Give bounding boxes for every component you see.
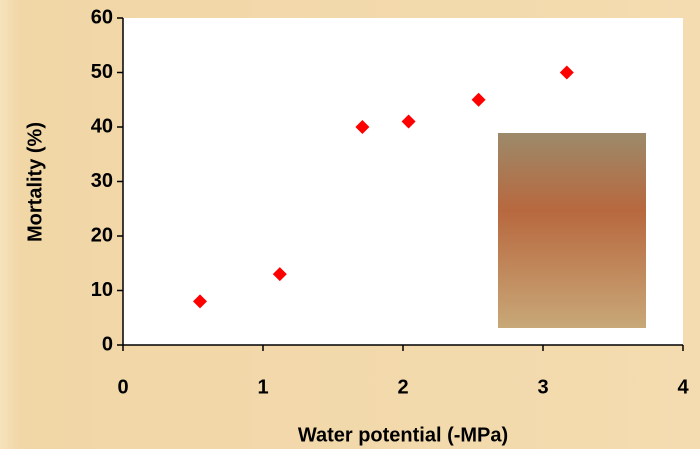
chart: Water potential (-MPa) Mortality (%) 010… bbox=[0, 0, 700, 449]
photo-inset bbox=[498, 133, 646, 328]
y-tick-label: 0 bbox=[102, 333, 113, 355]
x-tick-label: 3 bbox=[537, 376, 548, 398]
y-tick-label: 60 bbox=[91, 6, 113, 28]
page: {"chart_data": {"type": "scatter", "x_la… bbox=[0, 0, 700, 449]
x-tick-label: 1 bbox=[257, 376, 268, 398]
y-tick-label: 30 bbox=[91, 170, 113, 192]
y-tick-label: 40 bbox=[91, 115, 113, 137]
x-tick-label: 4 bbox=[677, 376, 689, 398]
y-tick-label: 20 bbox=[91, 224, 113, 246]
x-tick-label: 2 bbox=[397, 376, 408, 398]
x-tick-label: 0 bbox=[117, 376, 128, 398]
y-tick-label: 50 bbox=[91, 61, 113, 83]
x-axis-label: Water potential (-MPa) bbox=[298, 424, 508, 446]
y-tick-label: 10 bbox=[91, 279, 113, 301]
y-axis-label: Mortality (%) bbox=[24, 122, 46, 242]
